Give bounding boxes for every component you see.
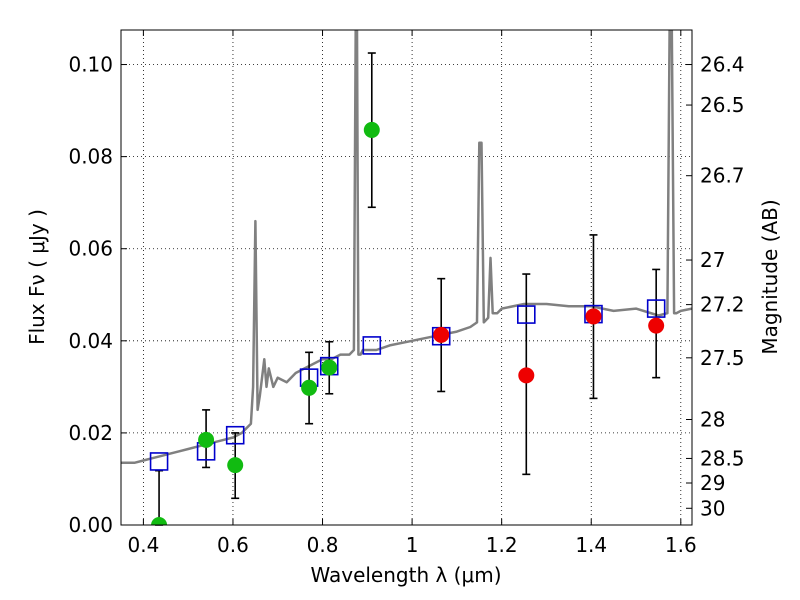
y-tick-label: 0.10 [68,53,113,77]
nir-point [585,308,602,325]
optical-point [301,379,318,396]
mag-tick-label: 28.5 [700,446,745,470]
mag-tick-label: 26.4 [700,53,745,77]
markers [149,121,666,525]
x-tick-label: 0.4 [127,533,159,557]
optical-point [321,359,338,376]
mag-tick-label: 28 [700,408,725,432]
x-tick-label: 1.4 [575,533,607,557]
nir-point [648,317,665,334]
plot-frame [120,29,693,526]
nir-point [518,367,535,384]
mag-tick-label: 27.2 [700,293,745,317]
model-square-marker [516,305,536,324]
y-tick-label: 0.06 [68,237,113,261]
x-tick-label: 1.2 [486,533,518,557]
mag-tick-label: 29 [700,471,725,495]
y-tick-label: 0.00 [68,513,113,537]
y-axis-label: Flux Fν ( μJy ) [25,209,49,345]
x-tick-label: 1 [406,533,419,557]
grid [121,30,692,526]
optical-point [227,457,244,474]
model-square-marker [362,336,382,355]
optical-point [198,431,215,448]
model-square-marker [646,299,666,318]
x-tick-label: 0.6 [217,533,249,557]
mag-tick-label: 26.7 [700,164,745,188]
model-square-marker [225,425,245,445]
mag-tick-label: 27 [700,248,725,272]
y-tick-label: 0.04 [68,329,113,353]
mag-tick-label: 26.5 [700,93,745,117]
mag-tick-label: 30 [700,496,725,520]
y-tick-label: 0.02 [68,421,113,445]
nir-point [433,326,450,343]
mag-tick-label: 27.5 [700,346,745,370]
x-tick-label: 0.8 [307,533,339,557]
model-square-marker [149,452,169,471]
y-tick-label: 0.08 [68,145,113,169]
optical-point [363,121,380,138]
x-tick-label: 1.6 [665,533,697,557]
ticks: 0.4 0.6 0.8 1 1.2 1.4 1.6 0.00 0.02 0.04 0.06 0.08 0… [68,30,745,557]
optical-point [151,517,168,525]
x-axis-label: Wavelength λ (μm) [310,563,501,587]
y-axis-label-right: Magnitude (AB) [758,199,782,354]
